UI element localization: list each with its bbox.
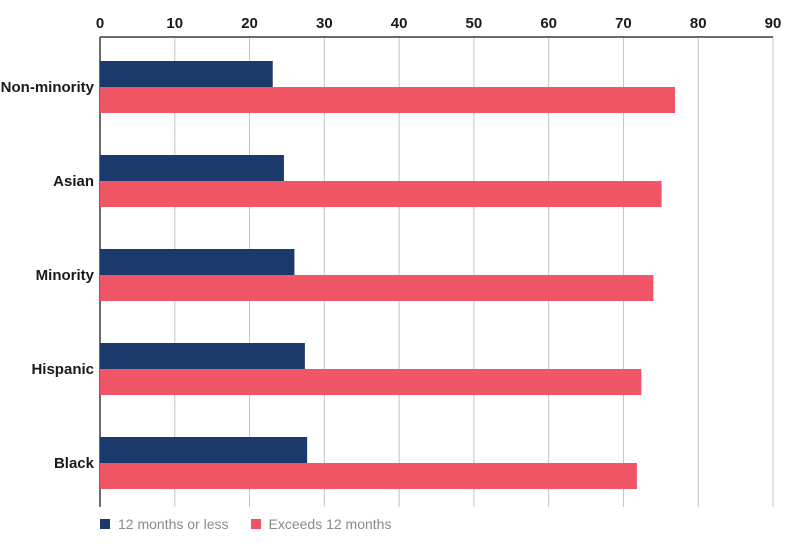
x-tick-label-70: 70 <box>615 15 632 32</box>
legend-item-series-1: 12 months or less <box>100 516 229 532</box>
x-tick-label-50: 50 <box>466 15 483 32</box>
category-label-asian: Asian <box>53 173 94 190</box>
x-tick-label-20: 20 <box>241 15 258 32</box>
bar-hispanic-series-2 <box>100 369 642 395</box>
category-label-minority: Minority <box>36 267 95 284</box>
legend-item-series-2: Exceeds 12 months <box>250 516 392 532</box>
category-label-hispanic: Hispanic <box>31 361 94 378</box>
legend-swatch-series-2 <box>250 519 261 529</box>
category-label-non-minority: Non-minority <box>1 79 95 96</box>
legend: 12 months or less Exceeds 12 months <box>100 516 391 532</box>
legend-swatch-series-1 <box>100 519 110 529</box>
x-tick-label-10: 10 <box>166 15 183 32</box>
bar-black-series-2 <box>100 463 637 489</box>
bar-black-series-1 <box>100 437 308 463</box>
x-tick-label-30: 30 <box>316 15 333 32</box>
x-tick-label-90: 90 <box>765 15 782 32</box>
x-tick-label-40: 40 <box>391 15 408 32</box>
x-tick-label-0: 0 <box>96 15 104 32</box>
bar-minority-series-2 <box>100 275 654 301</box>
bar-asian-series-1 <box>100 155 284 181</box>
bar-hispanic-series-1 <box>100 343 305 369</box>
bar-non-minority-series-1 <box>100 61 273 87</box>
bar-non-minority-series-2 <box>100 87 676 113</box>
bar-asian-series-2 <box>100 181 662 207</box>
x-tick-label-80: 80 <box>690 15 707 32</box>
bar-minority-series-1 <box>100 249 295 275</box>
legend-label-series-2: Exceeds 12 months <box>268 516 392 532</box>
category-label-black: Black <box>54 455 95 472</box>
x-tick-label-60: 60 <box>540 15 557 32</box>
legend-label-series-1: 12 months or less <box>118 516 229 532</box>
